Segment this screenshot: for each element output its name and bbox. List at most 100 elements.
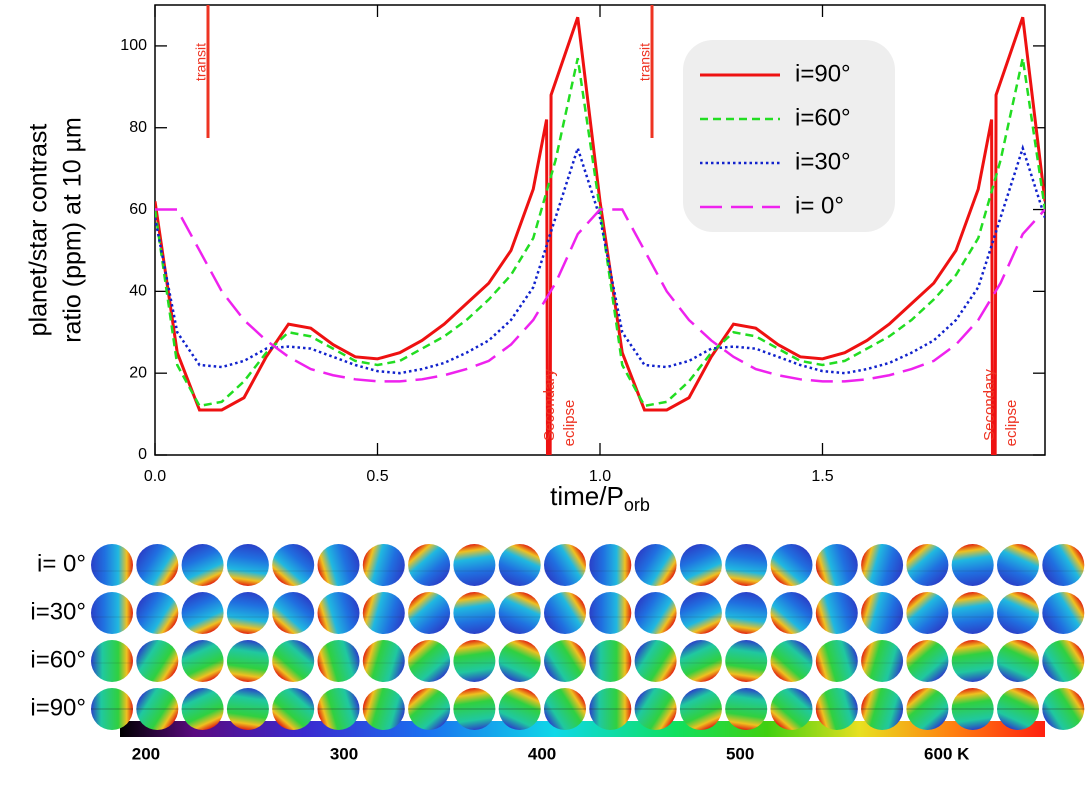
annotation: transit: [637, 43, 653, 81]
globe: [861, 592, 904, 634]
globe: [951, 640, 994, 682]
globe-row-label: i=30°: [30, 598, 86, 625]
globe: [181, 544, 224, 586]
globe: [136, 592, 179, 634]
series-line: [155, 208, 1045, 383]
plot-frame: [154, 4, 1046, 456]
x-axis-label-main: time/P: [550, 481, 624, 511]
globe: [362, 544, 405, 586]
legend-label: i=90°: [795, 60, 851, 87]
x-axis-label-sub: orb: [624, 495, 650, 515]
legend-label: i=60°: [795, 104, 851, 131]
globe: [589, 544, 632, 586]
series-line: [155, 144, 1045, 375]
globe: [226, 640, 269, 682]
globe: [861, 544, 904, 586]
colorbar-tick-label: 300: [330, 744, 358, 763]
globe: [272, 592, 315, 634]
globe: [272, 640, 315, 682]
legend-label: i=30°: [795, 148, 851, 175]
annotation: Secondary: [981, 369, 998, 441]
colorbar-tick-label: 400: [528, 744, 556, 763]
legend-label: i= 0°: [795, 192, 844, 219]
globe: [453, 544, 496, 586]
x-tick-label: 1.5: [811, 468, 833, 485]
globe: [317, 640, 360, 682]
globe: [91, 544, 133, 586]
globe: [679, 544, 722, 586]
globe: [226, 592, 269, 634]
globe: [589, 592, 632, 634]
globe: [770, 640, 813, 682]
x-axis-label: time/Porb: [550, 481, 650, 515]
globe: [408, 544, 451, 586]
globe: [317, 544, 360, 586]
globe: [725, 544, 768, 586]
globe: [91, 592, 133, 634]
y-tick-label: 20: [129, 364, 147, 381]
globe-row-label: i=90°: [30, 694, 86, 721]
globe: [815, 592, 858, 634]
globe: [408, 592, 451, 634]
globe: [725, 640, 768, 682]
globe: [226, 544, 269, 586]
y-tick-label: 60: [129, 201, 147, 218]
annotation: Secondary: [541, 369, 558, 441]
globe: [725, 592, 768, 634]
globe: [1042, 592, 1085, 634]
globe: [997, 640, 1039, 682]
globe-row-label: i= 0°: [37, 550, 86, 577]
globe: [498, 592, 541, 634]
globe: [589, 640, 632, 682]
y-tick-label: 40: [129, 283, 147, 300]
plot-lines: [155, 16, 1045, 455]
globe: [634, 640, 677, 682]
y-tick-label: 100: [120, 37, 147, 54]
globe: [544, 592, 586, 634]
globe: [136, 640, 179, 682]
y-tick-label: 0: [138, 446, 147, 463]
globe: [498, 640, 541, 682]
globe: [91, 640, 133, 682]
globe: [861, 640, 904, 682]
globe: [408, 640, 451, 682]
x-tick-label: 0.5: [366, 468, 388, 485]
globe: [997, 592, 1039, 634]
globe: [679, 592, 722, 634]
colorbar-tick-label: 200: [132, 744, 160, 763]
globe: [181, 592, 224, 634]
globe: [362, 640, 405, 682]
annotation: eclipse: [561, 400, 578, 447]
globe: [770, 592, 813, 634]
globe: [906, 592, 949, 634]
globe: [1042, 640, 1085, 682]
globe: [679, 640, 722, 682]
globe: [634, 592, 677, 634]
globe: [544, 544, 586, 586]
globe: [906, 544, 949, 586]
globe: [317, 592, 360, 634]
annotation: transit: [193, 43, 209, 81]
colorbar-tick-label: 600 K: [924, 744, 970, 763]
globe-row-label: i=60°: [30, 646, 86, 673]
legend-box: [683, 40, 895, 232]
globe: [815, 640, 858, 682]
series-line: [155, 16, 1045, 455]
globe: [997, 544, 1039, 586]
x-tick-label: 0.0: [144, 468, 166, 485]
globe: [770, 544, 813, 586]
globe: [453, 640, 496, 682]
y-tick-label: 80: [129, 119, 147, 136]
colorbar-tick-label: 500: [726, 744, 754, 763]
globe: [453, 592, 496, 634]
globe: [272, 544, 315, 586]
globe: [544, 640, 586, 682]
globe: [498, 544, 541, 586]
globe: [136, 544, 179, 586]
globe: [815, 544, 858, 586]
annotation: eclipse: [1003, 400, 1020, 447]
y-axis-label: planet/star contrast: [25, 124, 53, 337]
globe: [951, 592, 994, 634]
globe: [906, 640, 949, 682]
x-tick-label: 1.0: [589, 468, 611, 485]
